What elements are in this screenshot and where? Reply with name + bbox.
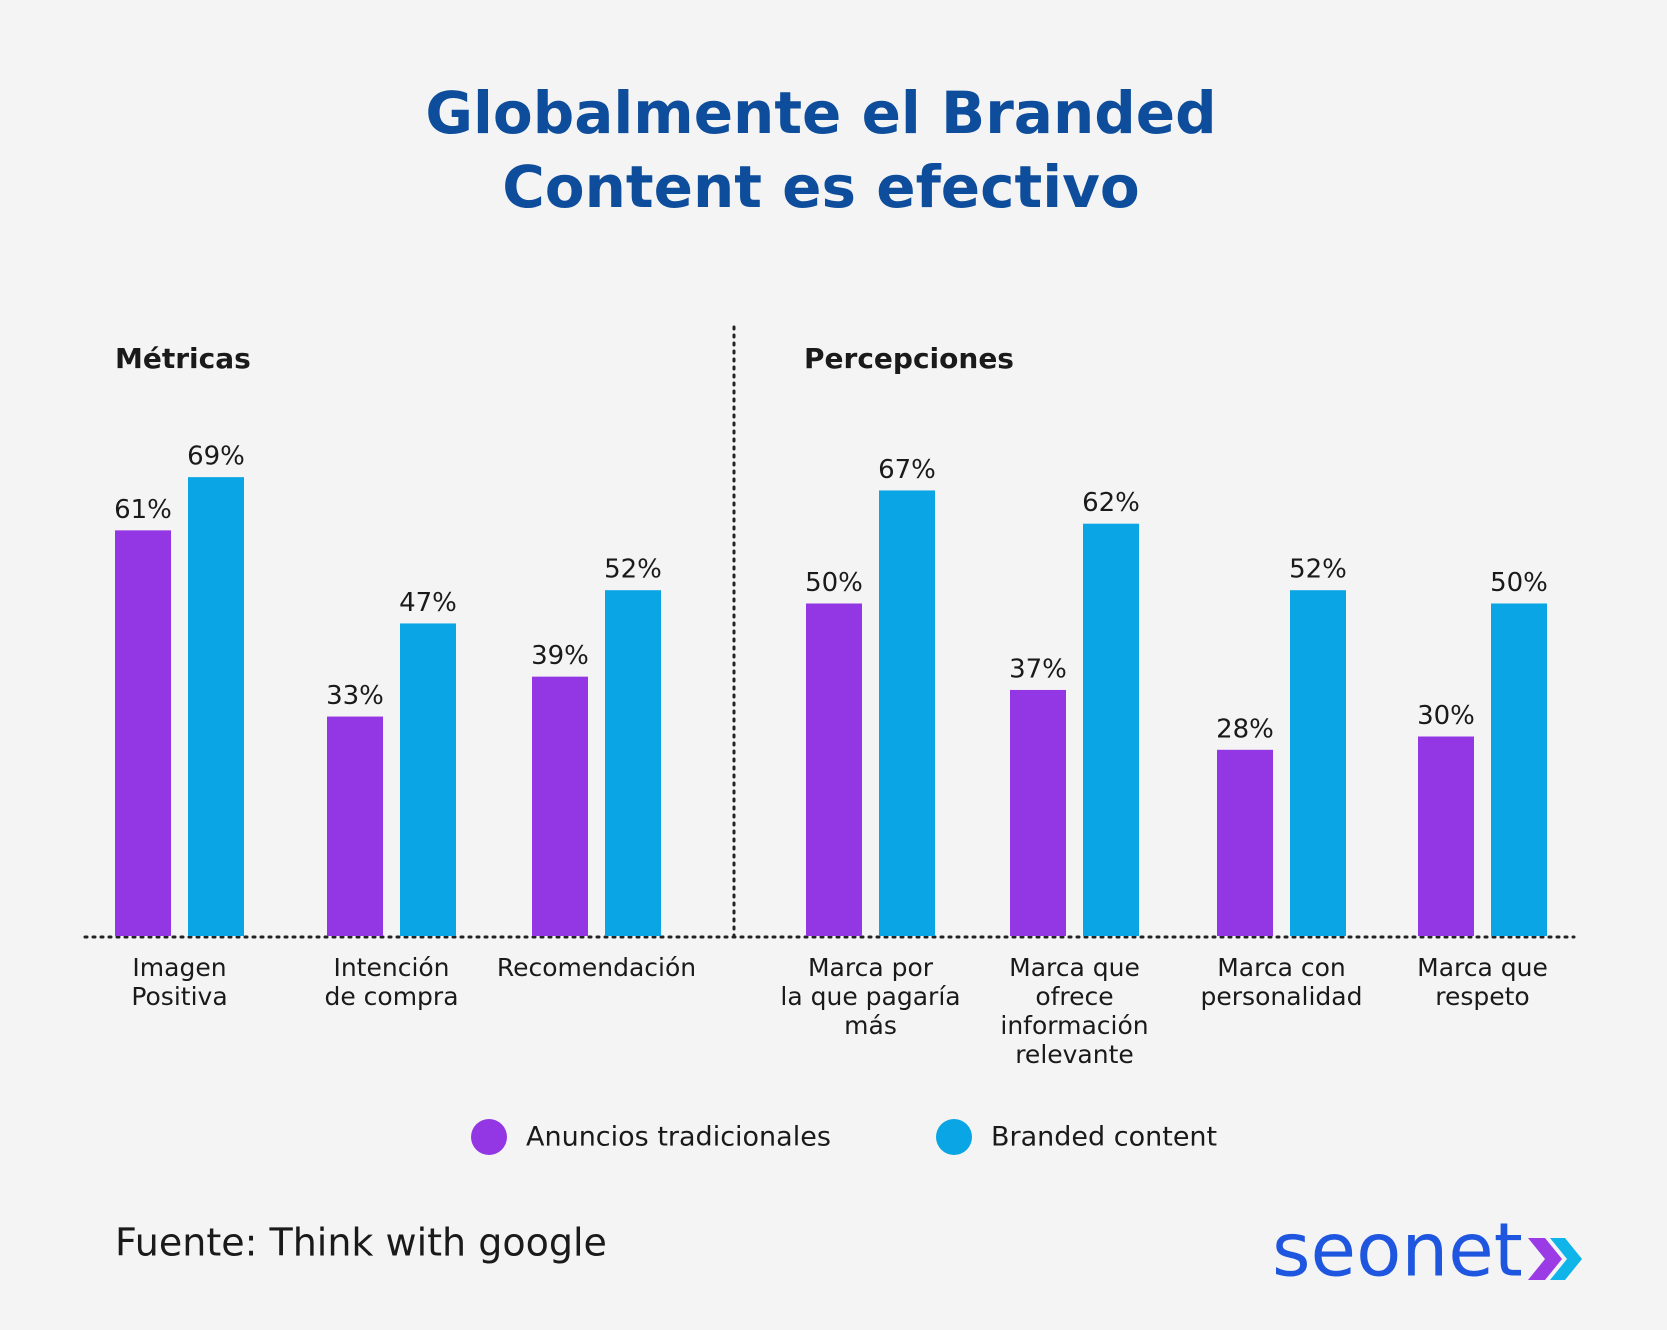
bar [1010, 689, 1066, 936]
legend-label: Branded content [991, 1122, 1217, 1153]
bar [188, 477, 244, 936]
category-label: Marca por la que pagaría más [780, 953, 960, 1040]
bar [1418, 736, 1474, 936]
bar [532, 676, 588, 936]
logo-chevron [1528, 1238, 1562, 1280]
category-label: Recomendación [497, 953, 696, 982]
category-label: Marca que ofrece información relevante [1000, 953, 1148, 1069]
value-label: 47% [399, 588, 457, 618]
bar [1290, 590, 1346, 936]
value-label: 67% [878, 455, 936, 485]
bar [115, 530, 171, 936]
bar [400, 623, 456, 936]
logo-chevron [1550, 1238, 1582, 1280]
bar [1083, 523, 1139, 936]
value-label: 33% [326, 681, 384, 711]
source: Fuente: Think with google [115, 1221, 607, 1265]
category-label: Intención de compra [324, 953, 458, 1011]
value-label: 62% [1082, 488, 1140, 518]
category-label: Imagen Positiva [131, 953, 227, 1011]
value-label: 28% [1216, 714, 1274, 744]
bar [1491, 603, 1547, 936]
value-label: 50% [1490, 568, 1548, 598]
category-label: Marca que respeto [1417, 953, 1548, 1011]
legend-swatch [936, 1119, 972, 1155]
value-label: 69% [187, 442, 245, 472]
value-label: 50% [805, 568, 863, 598]
value-label: 39% [531, 641, 589, 671]
panel-title: Métricas [115, 342, 251, 375]
title: Globalmente el Branded Content es efectiv… [425, 79, 1216, 221]
bar [806, 603, 862, 936]
panel-title: Percepciones [804, 342, 1014, 375]
bar [1217, 749, 1273, 936]
bar [605, 590, 661, 936]
value-label: 37% [1009, 654, 1067, 684]
bar [879, 490, 935, 936]
legend-label: Anuncios tradicionales [526, 1122, 831, 1153]
value-label: 61% [114, 495, 172, 525]
value-label: 30% [1417, 701, 1475, 731]
legend-swatch [471, 1119, 507, 1155]
logo: seonet [1272, 1208, 1523, 1294]
bar [327, 716, 383, 936]
value-label: 52% [604, 555, 662, 585]
value-label: 52% [1289, 555, 1347, 585]
category-label: Marca con personalidad [1201, 953, 1363, 1011]
